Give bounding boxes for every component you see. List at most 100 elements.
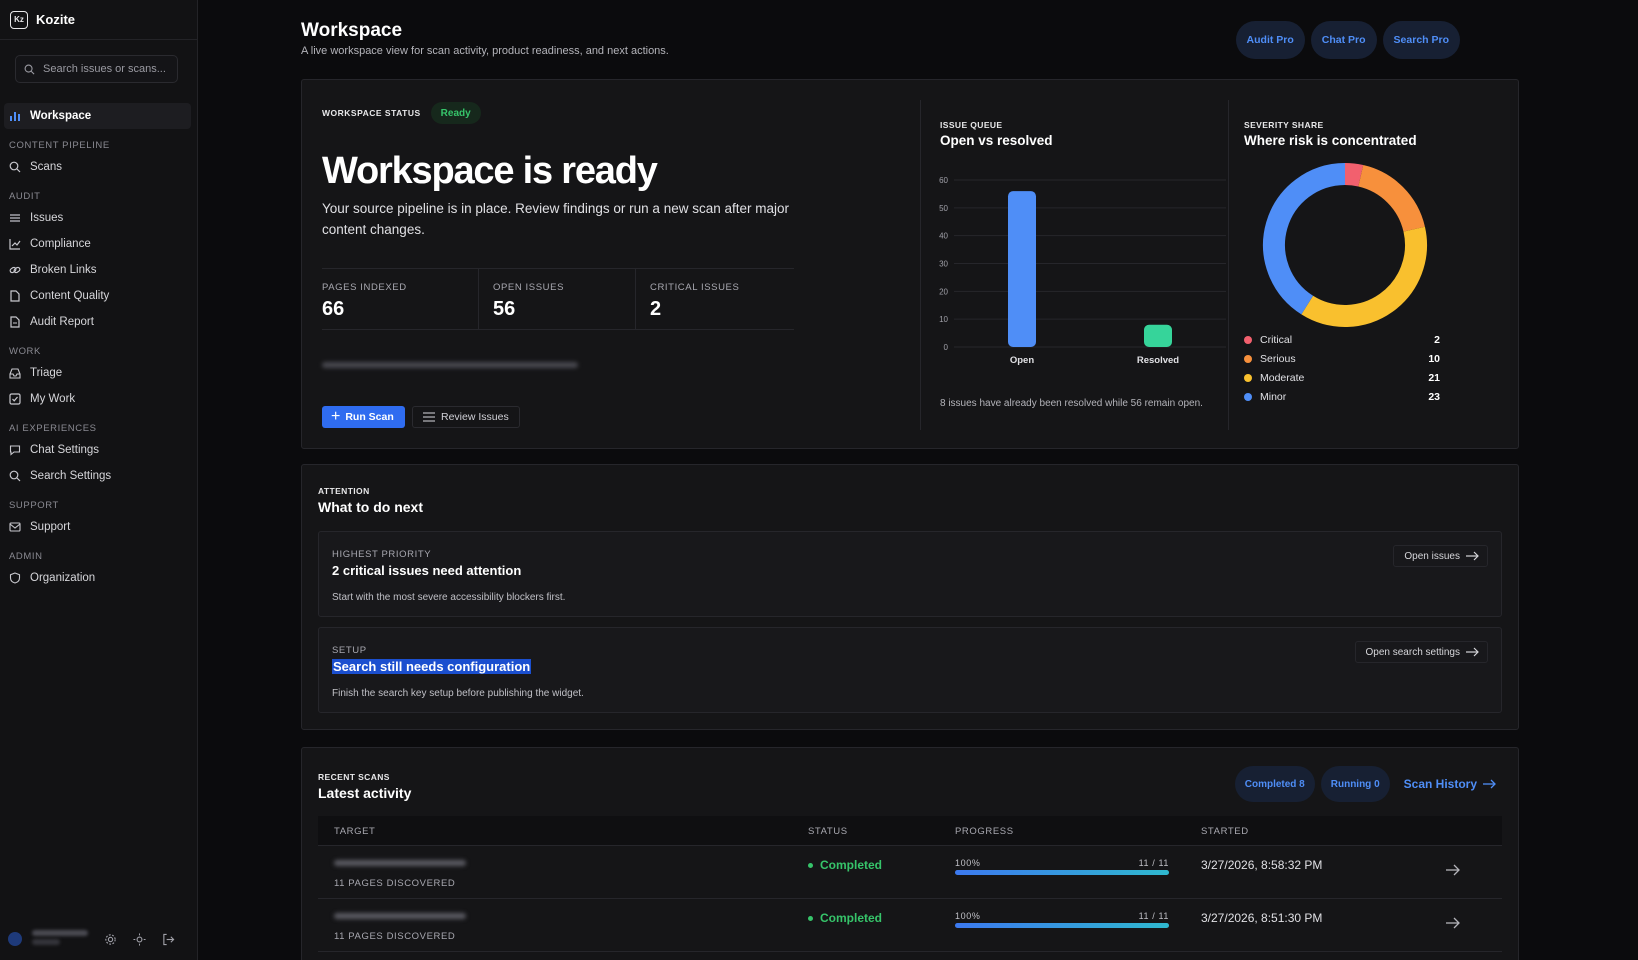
attention-kicker: ATTENTION bbox=[318, 486, 370, 496]
avatar[interactable] bbox=[8, 932, 22, 946]
review-issues-button[interactable]: Review Issues bbox=[412, 406, 520, 428]
sidebar-item-label: Chat Settings bbox=[30, 444, 100, 456]
table-row[interactable]: 11 PAGES DISCOVERED Completed 100% 11 / … bbox=[318, 846, 1502, 899]
sidebar-item-label: My Work bbox=[30, 393, 76, 405]
scan-history-link[interactable]: Scan History bbox=[1404, 777, 1496, 791]
audit-pro-pill[interactable]: Audit Pro bbox=[1235, 21, 1305, 59]
sidebar-item-scans[interactable]: Scans bbox=[4, 154, 191, 180]
search-settings-icon bbox=[9, 470, 21, 482]
y-tick-label: 50 bbox=[939, 204, 948, 213]
nav-group-work: WORK bbox=[9, 346, 41, 357]
page-title: Workspace bbox=[301, 20, 403, 41]
severity-legend: Critical 2 Serious 10 Moderate 21 Minor … bbox=[1244, 330, 1440, 406]
legend-value: 23 bbox=[1428, 390, 1440, 403]
target-url-redacted bbox=[334, 913, 466, 919]
sidebar-item-compliance[interactable]: Compliance bbox=[4, 231, 191, 257]
donut-slice-critical bbox=[1344, 163, 1364, 187]
sidebar-item-my-work[interactable]: My Work bbox=[4, 386, 191, 412]
workspace-status-card: WORKSPACE STATUS Ready Workspace is read… bbox=[301, 79, 1519, 449]
legend-name: Moderate bbox=[1260, 371, 1305, 384]
column-header-progress: PROGRESS bbox=[955, 826, 1014, 837]
workspace-status-label: WORKSPACE STATUS bbox=[322, 108, 421, 118]
sidebar-item-organization[interactable]: Organization bbox=[4, 565, 191, 591]
brand-name: Kozite bbox=[36, 12, 75, 27]
running-pill[interactable]: Running 0 bbox=[1320, 766, 1390, 802]
column-header-target: TARGET bbox=[334, 826, 376, 837]
hero-title: Workspace is ready bbox=[322, 150, 658, 192]
gear-icon[interactable] bbox=[104, 933, 117, 946]
brand[interactable]: Kz Kozite bbox=[0, 0, 197, 40]
open-search-settings-button[interactable]: Open search settings bbox=[1354, 641, 1488, 663]
x-tick-label: Resolved bbox=[1137, 355, 1179, 366]
y-tick-label: 0 bbox=[944, 343, 949, 352]
arrow-right-icon[interactable] bbox=[1446, 917, 1460, 929]
task-title: 2 critical issues need attention bbox=[332, 563, 522, 578]
started-time: 3/27/2026, 8:51:30 PM bbox=[1201, 911, 1323, 925]
open-issues-button[interactable]: Open issues bbox=[1393, 545, 1488, 567]
completed-pill[interactable]: Completed 8 bbox=[1234, 766, 1315, 802]
legend-value: 21 bbox=[1428, 371, 1440, 384]
arrow-right-icon[interactable] bbox=[1446, 864, 1460, 876]
chat-pro-pill[interactable]: Chat Pro bbox=[1310, 21, 1377, 59]
table-row[interactable]: 11 PAGES DISCOVERED Completed 100% 11 / … bbox=[318, 899, 1502, 952]
sidebar-item-support[interactable]: Support bbox=[4, 514, 191, 540]
legend-item-serious: Serious 10 bbox=[1244, 349, 1440, 368]
sun-icon[interactable] bbox=[133, 932, 146, 946]
progress-cell: 100% 11 / 11 bbox=[955, 911, 1169, 928]
plus-icon: + bbox=[331, 408, 341, 425]
column-header-status: STATUS bbox=[808, 826, 848, 837]
severity-donut-chart bbox=[1263, 163, 1427, 327]
recent-scans-title: Latest activity bbox=[318, 785, 412, 801]
sidebar-footer bbox=[0, 918, 198, 960]
chat-icon bbox=[9, 445, 21, 456]
y-tick-label: 20 bbox=[939, 287, 948, 296]
sidebar-item-search-settings[interactable]: Search Settings bbox=[4, 463, 191, 489]
sidebar-nav: Workspace CONTENT PIPELINE Scans AUDIT I… bbox=[0, 103, 197, 591]
recent-scans-card: RECENT SCANS Latest activity Completed 8… bbox=[301, 747, 1519, 960]
search-pro-pill[interactable]: Search Pro bbox=[1382, 21, 1460, 59]
status-completed: Completed bbox=[808, 858, 882, 872]
sidebar-search-input[interactable]: Search issues or scans... bbox=[15, 55, 178, 83]
sidebar-item-triage[interactable]: Triage bbox=[4, 360, 191, 386]
run-scan-button[interactable]: + Run Scan bbox=[322, 406, 405, 428]
hero-description: Your source pipeline is in place. Review… bbox=[322, 201, 789, 237]
logout-icon[interactable] bbox=[162, 933, 175, 946]
run-scan-label: Run Scan bbox=[345, 411, 394, 423]
progress-fill bbox=[955, 870, 1169, 875]
stat-label: CRITICAL ISSUES bbox=[650, 282, 740, 293]
status-badge: Ready bbox=[430, 102, 481, 124]
file-icon bbox=[10, 290, 20, 302]
sidebar-item-content-quality[interactable]: Content Quality bbox=[4, 283, 191, 309]
scans-table: TARGET STATUS PROGRESS STARTED 11 PAGES … bbox=[318, 816, 1502, 952]
sidebar-item-issues[interactable]: Issues bbox=[4, 205, 191, 231]
sidebar-item-workspace[interactable]: Workspace bbox=[4, 103, 191, 129]
open-issues-label: Open issues bbox=[1404, 550, 1460, 562]
review-issues-label: Review Issues bbox=[441, 411, 509, 423]
stat-pages-indexed: PAGES INDEXED 66 bbox=[322, 269, 479, 329]
progress-fill bbox=[955, 923, 1169, 928]
pages-discovered: 11 PAGES DISCOVERED bbox=[334, 878, 456, 889]
stats-row: PAGES INDEXED 66 OPEN ISSUES 56 CRITICAL… bbox=[322, 268, 794, 330]
scan-history-label: Scan History bbox=[1403, 777, 1477, 791]
legend-dot bbox=[1244, 392, 1252, 401]
checkbox-icon bbox=[9, 393, 21, 405]
sidebar-item-audit-report[interactable]: Audit Report bbox=[4, 309, 191, 335]
list-icon bbox=[10, 214, 20, 222]
brand-logo: Kz bbox=[10, 10, 28, 29]
status-completed: Completed bbox=[808, 911, 882, 925]
progress-count: 11 / 11 bbox=[1138, 911, 1169, 921]
stat-value: 2 bbox=[650, 298, 662, 320]
progress-percent: 100% bbox=[955, 858, 981, 868]
legend-name: Critical bbox=[1260, 333, 1293, 346]
pages-discovered: 11 PAGES DISCOVERED bbox=[334, 931, 456, 942]
severity-kicker: SEVERITY SHARE bbox=[1244, 120, 1324, 130]
search-icon bbox=[24, 64, 35, 74]
sidebar-item-broken-links[interactable]: Broken Links bbox=[4, 257, 191, 283]
shield-icon bbox=[9, 572, 21, 584]
open-vs-resolved-chart: 0 10 20 30 40 50 60 Open Resolved bbox=[939, 176, 1226, 366]
task-title: Search still needs configuration bbox=[332, 659, 532, 674]
y-tick-label: 60 bbox=[939, 176, 948, 185]
sidebar-item-chat-settings[interactable]: Chat Settings bbox=[4, 437, 191, 463]
issue-queue-kicker: ISSUE QUEUE bbox=[940, 120, 1003, 130]
plan-pills: Audit Pro Chat Pro Search Pro bbox=[1235, 21, 1460, 59]
